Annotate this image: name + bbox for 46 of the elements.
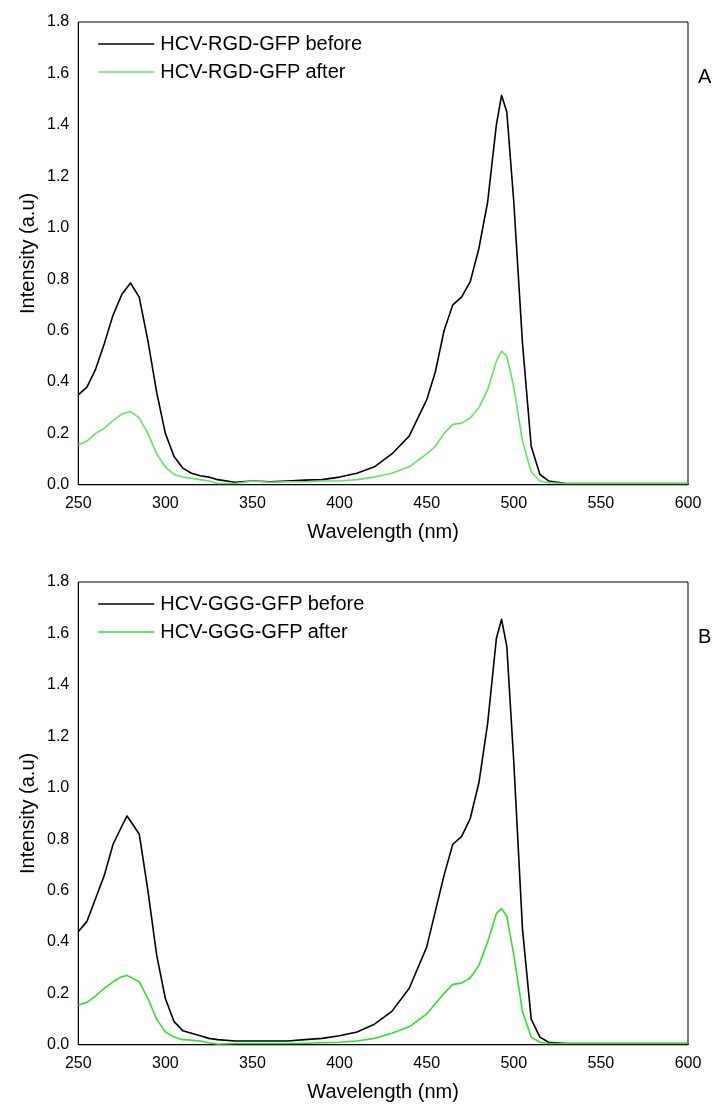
- y-tick-label: 1.8: [46, 572, 70, 590]
- legend-label: HCV-RGD-GFP before: [160, 31, 363, 54]
- x-tick-label: 600: [674, 493, 702, 511]
- y-tick-label: 1.4: [46, 675, 70, 693]
- y-axis-title: Intensity (a.u): [15, 192, 38, 314]
- x-tick-label: 450: [413, 493, 441, 511]
- x-tick-label: 250: [64, 493, 92, 511]
- y-tick-label: 1.6: [46, 63, 70, 81]
- y-tick-label: 0.2: [46, 423, 70, 441]
- y-tick-label: 1.0: [46, 218, 70, 236]
- y-tick-label: 0.0: [46, 1035, 70, 1053]
- x-tick-label: 250: [64, 1053, 92, 1071]
- y-tick-label: 1.2: [46, 166, 70, 184]
- x-tick-label: 450: [413, 1053, 441, 1071]
- y-tick-label: 1.6: [46, 623, 70, 641]
- x-tick-label: 400: [326, 1053, 354, 1071]
- x-tick-label: 350: [239, 493, 266, 511]
- legend-label: HCV-GGG-GFP after: [160, 619, 349, 642]
- x-axis-title: Wavelength (nm): [307, 1079, 459, 1102]
- legend-label: HCV-GGG-GFP before: [160, 591, 365, 614]
- x-tick-label: 550: [587, 1053, 615, 1071]
- y-tick-label: 1.8: [46, 12, 70, 30]
- x-axis-title: Wavelength (nm): [307, 519, 459, 542]
- y-tick-label: 0.0: [46, 475, 70, 493]
- y-tick-label: 0.6: [46, 880, 70, 898]
- y-tick-label: 1.2: [46, 726, 70, 744]
- text: A: [698, 64, 712, 87]
- text: B: [698, 624, 712, 647]
- y-axis-title: Intensity (a.u): [15, 752, 38, 874]
- x-tick-label: 400: [326, 493, 354, 511]
- y-tick-label: 0.6: [46, 320, 70, 338]
- x-tick-label: 500: [500, 1053, 528, 1071]
- x-tick-label: 300: [152, 1053, 179, 1071]
- x-tick-label: 300: [152, 493, 179, 511]
- y-tick-label: 0.4: [46, 932, 70, 950]
- y-tick-label: 0.4: [46, 372, 70, 390]
- x-tick-label: 550: [587, 493, 615, 511]
- x-tick-label: 600: [674, 1053, 702, 1071]
- y-tick-label: 0.2: [46, 983, 70, 1001]
- y-tick-label: 0.8: [46, 829, 70, 847]
- x-tick-label: 350: [239, 1053, 266, 1071]
- y-tick-label: 1.0: [46, 778, 70, 796]
- x-tick-label: 500: [500, 493, 528, 511]
- y-tick-label: 0.8: [46, 269, 70, 287]
- y-tick-label: 1.4: [46, 115, 70, 133]
- legend-label: HCV-RGD-GFP after: [160, 59, 346, 82]
